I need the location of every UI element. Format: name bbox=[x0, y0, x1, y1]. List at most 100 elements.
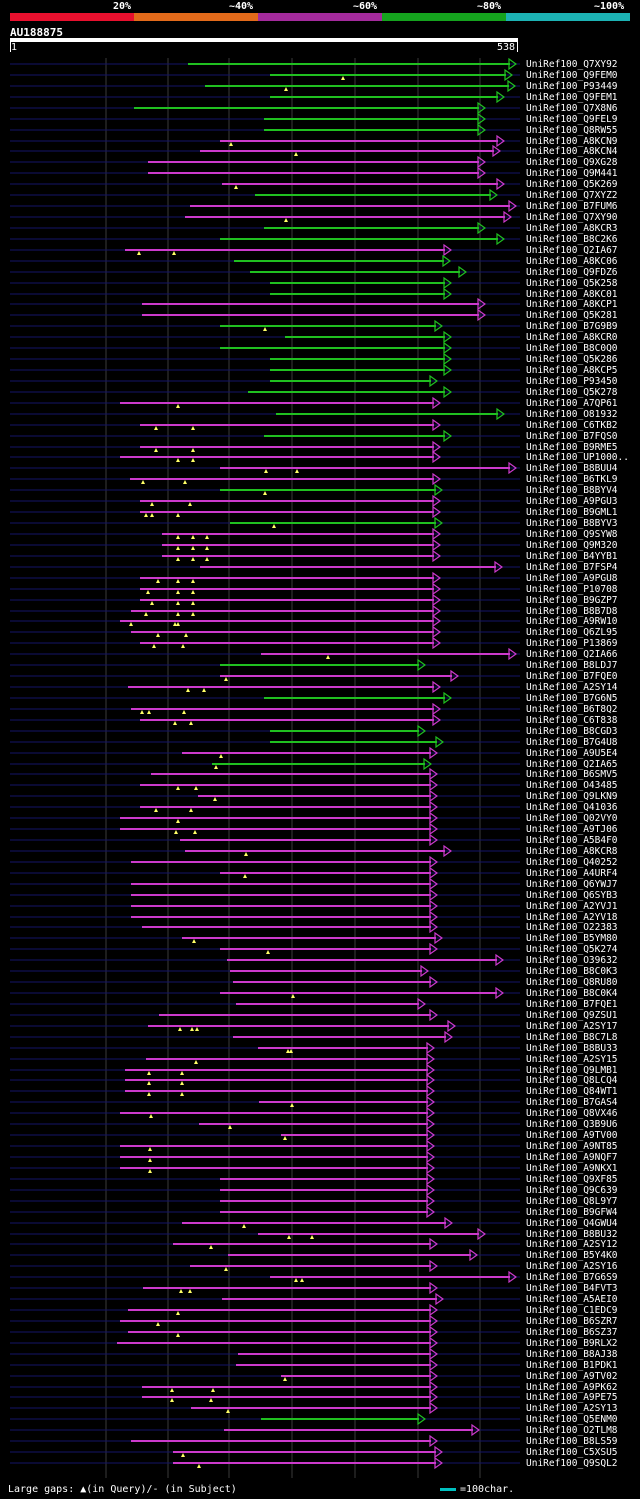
gap-marker bbox=[176, 513, 180, 517]
hit-arrow bbox=[429, 888, 439, 902]
hit-arrow bbox=[477, 101, 487, 115]
gap-marker bbox=[229, 142, 233, 146]
gap-marker bbox=[148, 1147, 152, 1151]
hit-arrow bbox=[429, 866, 439, 880]
hit-label: UniRef100_P93449 bbox=[526, 81, 618, 92]
gap-marker bbox=[294, 1278, 298, 1282]
legend-segment-100 bbox=[506, 13, 630, 21]
gap-marker bbox=[149, 1114, 153, 1118]
hit-label: UniRef100_A8KC06 bbox=[526, 256, 618, 267]
hit-label: UniRef100_B4YYB1 bbox=[526, 551, 618, 562]
hit-label: UniRef100_B9GML1 bbox=[526, 507, 618, 518]
hit-label: UniRef100_B9RME5 bbox=[526, 442, 618, 453]
hit-label: UniRef100_O22383 bbox=[526, 922, 618, 933]
gap-marker bbox=[191, 546, 195, 550]
hit-arrow bbox=[426, 1128, 436, 1142]
gap-marker bbox=[205, 535, 209, 539]
gap-marker bbox=[148, 1169, 152, 1173]
gap-marker bbox=[186, 688, 190, 692]
hit-arrow bbox=[429, 1237, 439, 1251]
gap-marker bbox=[180, 1071, 184, 1075]
gap-marker bbox=[213, 797, 217, 801]
gap-marker bbox=[141, 480, 145, 484]
hit-arrow bbox=[432, 713, 442, 727]
hit-label: UniRef100_Q8LCQ4 bbox=[526, 1075, 618, 1086]
gap-marker bbox=[146, 590, 150, 594]
hit-label: UniRef100_A9PK62 bbox=[526, 1382, 618, 1393]
gap-marker bbox=[180, 1081, 184, 1085]
gap-marker bbox=[176, 590, 180, 594]
hit-label: UniRef100_A8KC01 bbox=[526, 289, 618, 300]
gap-marker bbox=[310, 1235, 314, 1239]
hit-label: UniRef100_Q5K281 bbox=[526, 310, 618, 321]
hit-arrow bbox=[444, 1030, 454, 1044]
hit-label: UniRef100_O81932 bbox=[526, 409, 618, 420]
hit-arrow bbox=[426, 1073, 436, 1087]
hit-arrow bbox=[426, 1041, 436, 1055]
hit-arrow bbox=[492, 144, 502, 158]
hit-label: UniRef100_Q3B9U6 bbox=[526, 1119, 618, 1130]
gap-marker bbox=[197, 1464, 201, 1468]
hit-label: UniRef100_Q2IA67 bbox=[526, 245, 618, 256]
gap-marker bbox=[202, 688, 206, 692]
gap-marker bbox=[191, 557, 195, 561]
hit-label: UniRef100_Q8RU80 bbox=[526, 977, 618, 988]
hit-arrow bbox=[496, 232, 506, 246]
hit-label: UniRef100_B7FQE0 bbox=[526, 671, 618, 682]
hit-arrow bbox=[426, 1063, 436, 1077]
hit-arrow bbox=[417, 997, 427, 1011]
hit-arrow bbox=[426, 1205, 436, 1219]
gap-marker bbox=[289, 1049, 293, 1053]
gap-marker bbox=[176, 1311, 180, 1315]
hit-label: UniRef100_C6T838 bbox=[526, 715, 618, 726]
hit-arrow bbox=[432, 625, 442, 639]
hit-arrow bbox=[429, 1401, 439, 1415]
gap-marker bbox=[263, 491, 267, 495]
hit-arrow bbox=[423, 757, 433, 771]
legend-label-60: ~60% bbox=[353, 1, 378, 12]
hit-arrow bbox=[429, 1259, 439, 1273]
hit-label: UniRef100_B8B7D8 bbox=[526, 606, 618, 617]
gap-marker bbox=[191, 601, 195, 605]
hit-arrow bbox=[429, 374, 439, 388]
hit-label: UniRef100_B9RLX2 bbox=[526, 1338, 618, 1349]
gap-marker bbox=[156, 633, 160, 637]
hit-label: UniRef100_A9PGU8 bbox=[526, 573, 618, 584]
legend-label-40: ~40% bbox=[229, 1, 254, 12]
gap-marker bbox=[286, 1049, 290, 1053]
hit-arrow bbox=[429, 1390, 439, 1404]
hit-label: UniRef100_Q40252 bbox=[526, 857, 618, 868]
hit-arrow bbox=[429, 899, 439, 913]
hit-label: UniRef100_Q5K258 bbox=[526, 278, 618, 289]
gap-marker bbox=[176, 535, 180, 539]
hit-arrow bbox=[434, 483, 444, 497]
hit-label: UniRef100_B7FQE1 bbox=[526, 999, 618, 1010]
hit-label: UniRef100_B8BU33 bbox=[526, 1043, 618, 1054]
hit-arrow bbox=[432, 549, 442, 563]
hit-arrow bbox=[426, 1172, 436, 1186]
gap-marker bbox=[190, 1027, 194, 1031]
hit-label: UniRef100_B8CGD3 bbox=[526, 726, 618, 737]
gap-marker bbox=[170, 1398, 174, 1402]
hit-arrow bbox=[508, 1270, 518, 1284]
hit-arrow bbox=[477, 112, 487, 126]
legend-label-80: ~80% bbox=[477, 1, 502, 12]
gap-marker bbox=[191, 612, 195, 616]
hit-arrow bbox=[429, 1008, 439, 1022]
hit-arrow bbox=[429, 1303, 439, 1317]
hit-label: UniRef100_Q9FEM1 bbox=[526, 92, 618, 103]
gap-marker bbox=[152, 644, 156, 648]
hit-label: UniRef100_Q5K269 bbox=[526, 179, 618, 190]
gap-marker bbox=[326, 655, 330, 659]
hit-arrow bbox=[477, 297, 487, 311]
hit-arrow bbox=[417, 724, 427, 738]
hit-label: UniRef100_C5XSU5 bbox=[526, 1447, 618, 1458]
hit-arrow bbox=[432, 680, 442, 694]
hit-arrow bbox=[443, 287, 453, 301]
gap-marker bbox=[176, 546, 180, 550]
hit-arrow bbox=[477, 166, 487, 180]
hit-arrow bbox=[508, 461, 518, 475]
gap-marker bbox=[205, 546, 209, 550]
hit-label: UniRef100_A9NT85 bbox=[526, 1141, 618, 1152]
